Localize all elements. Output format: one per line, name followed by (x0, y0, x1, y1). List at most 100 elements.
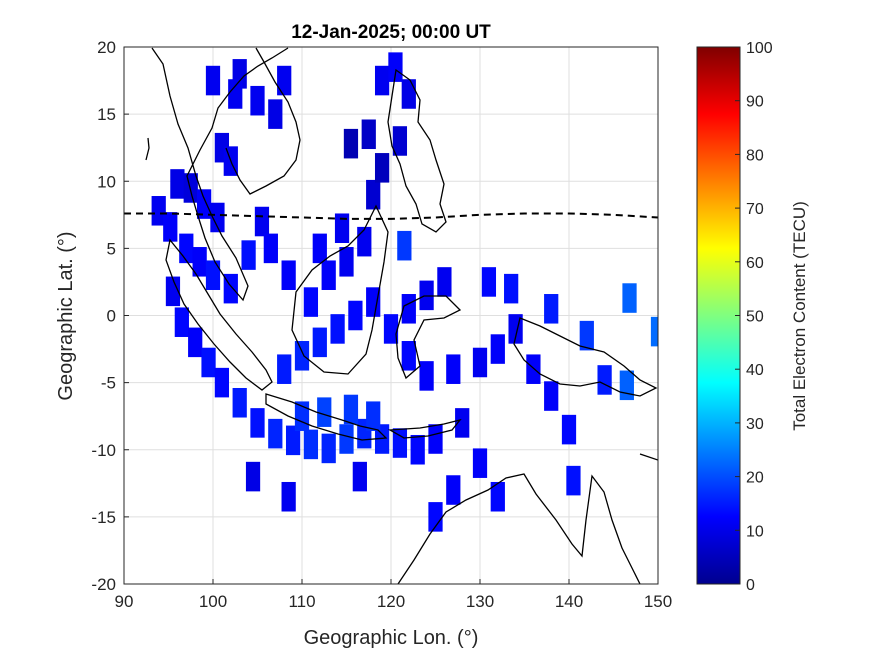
colorbar-tick-label: 20 (746, 470, 764, 487)
tec-cell (343, 128, 359, 159)
tec-cell (446, 354, 461, 384)
tec-cell (245, 461, 261, 492)
coastline-borneo (291, 204, 389, 375)
tec-cell (241, 240, 256, 270)
coastline-sumatra (165, 238, 273, 391)
tec-cell (622, 283, 637, 313)
y-tick-label: 10 (97, 172, 116, 191)
tec-cell (392, 428, 408, 458)
tec-cell (201, 347, 216, 378)
tec-cell (303, 429, 319, 460)
tec-cells (151, 52, 658, 532)
tec-cell (410, 434, 425, 465)
tec-cell (285, 425, 301, 456)
coastline-sulawesi (395, 295, 462, 380)
x-tick-labels: 90 100 110 120 130 140 150 (115, 579, 672, 611)
coastline-new-guinea (513, 317, 658, 397)
tec-cell (228, 79, 243, 109)
tec-cell (579, 320, 594, 351)
y-tick-label: 15 (97, 105, 116, 124)
magnetic-equator-line (124, 212, 658, 220)
colorbar-tick-label: 50 (746, 309, 764, 326)
colorbar-tick-label: 10 (746, 523, 764, 540)
colorbar (696, 46, 741, 585)
coastline-philippines (387, 68, 447, 233)
tec-cell (281, 481, 296, 512)
tec-cell (343, 394, 359, 425)
tec-cell (374, 65, 390, 96)
tec-cell (232, 387, 247, 418)
tec-cell (561, 414, 577, 445)
colorbar-tick-label: 100 (746, 40, 773, 57)
y-tick-label: -15 (91, 508, 116, 527)
y-tick-label: 5 (107, 239, 116, 258)
tec-cell (170, 169, 185, 199)
x-axis-label: Geographic Lon. (°) (304, 627, 479, 649)
tec-cell (650, 316, 658, 347)
tec-cell (401, 341, 416, 371)
tec-cell (619, 370, 634, 401)
x-tick-label: 130 (466, 592, 494, 611)
y-tick-label: -20 (91, 575, 116, 594)
colorbar-tick-label: 90 (746, 94, 764, 111)
x-tick-label: 150 (644, 592, 672, 611)
x-tick-label: 120 (377, 592, 405, 611)
tec-cell (205, 260, 221, 290)
tec-cell (401, 79, 416, 109)
tec-cell (374, 153, 390, 183)
chart-title: 12-Jan-2025; 00:00 UT (291, 22, 491, 43)
coastline-sri-lanka (145, 137, 150, 161)
y-tick-label: -10 (91, 441, 116, 460)
tec-cell (352, 461, 367, 492)
tec-cell (254, 206, 270, 237)
tec-cell (437, 267, 452, 297)
tec-cell (357, 226, 372, 257)
tec-cell (366, 401, 381, 431)
tec-cell (210, 202, 225, 233)
tec-cell (312, 233, 327, 264)
tec-cell (419, 361, 434, 391)
tec-cell (321, 433, 336, 464)
x-tick-label: 90 (115, 592, 134, 611)
tec-cell (277, 65, 292, 96)
tec-cell (214, 367, 230, 398)
tec-cell (196, 189, 212, 219)
tec-cell (294, 341, 310, 371)
coastline-vietnam (225, 47, 301, 195)
tec-cell (544, 381, 559, 411)
tec-cell (151, 196, 166, 226)
tec-cell (455, 408, 470, 438)
tec-cell (348, 300, 363, 331)
coastline-lesser-sunda (387, 418, 462, 439)
tec-cell (339, 247, 354, 277)
tec-cell (250, 85, 265, 116)
tec-cell (490, 481, 505, 512)
tec-cell (472, 347, 488, 378)
tec-cell (268, 99, 283, 129)
colorbar-tick-label: 80 (746, 147, 764, 164)
coastline-mainland-asia (151, 47, 289, 302)
tec-cell (446, 475, 461, 505)
tec-cell (472, 448, 488, 478)
tec-cell (388, 52, 403, 82)
tec-cell (277, 354, 292, 384)
y-tick-label: 20 (97, 38, 116, 57)
tec-cell (321, 260, 336, 290)
x-tick-label: 140 (555, 592, 583, 611)
y-tick-labels: 20 15 10 5 0 -5 -10 -15 -20 (91, 38, 129, 594)
tec-cell (504, 273, 519, 304)
tec-cell (490, 334, 505, 364)
tec-cell (205, 65, 221, 96)
y-axis-label: Geographic Lat. (°) (55, 231, 77, 400)
coastline-east-border (639, 453, 658, 461)
tec-cell (303, 287, 319, 317)
colorbar-label: Total Electron Content (TECU) (790, 201, 809, 431)
colorbar-tick-label: 0 (746, 577, 755, 594)
tec-cell (163, 212, 178, 242)
x-tick-label: 100 (199, 592, 227, 611)
tec-cell (428, 502, 443, 532)
colorbar-tick-label: 60 (746, 255, 764, 272)
